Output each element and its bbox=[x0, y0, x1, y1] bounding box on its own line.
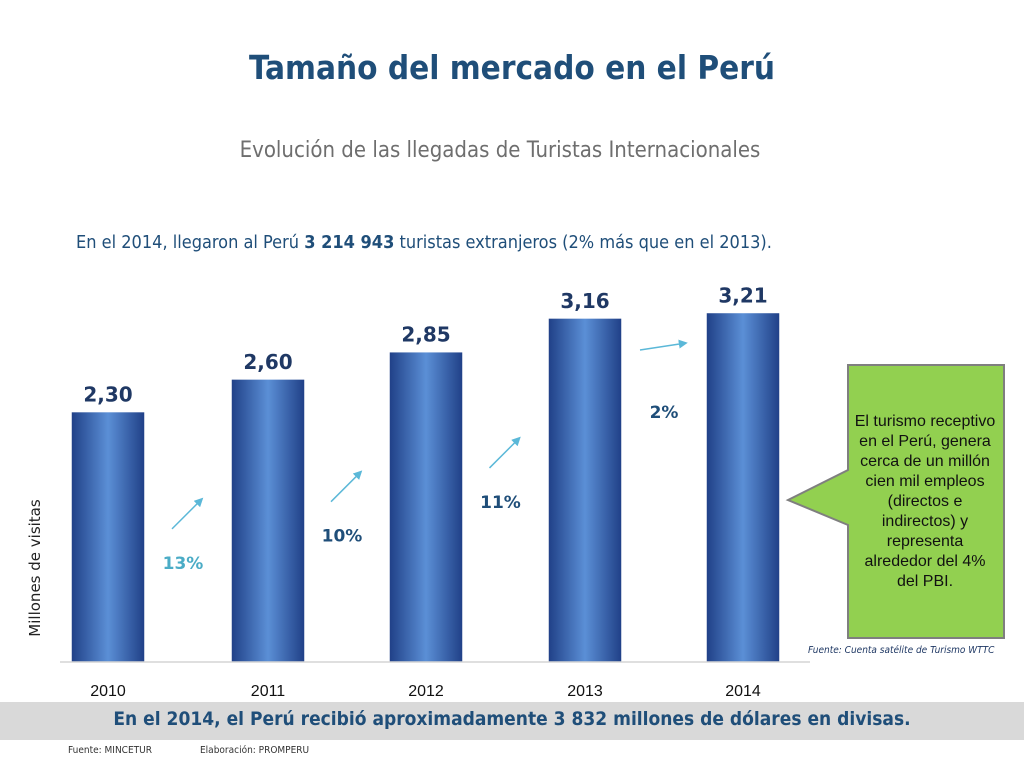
growth-label-1: 13% bbox=[163, 554, 204, 574]
intro-prefix: En el 2014, llegaron al Perú bbox=[76, 232, 305, 253]
callout-box bbox=[785, 364, 1005, 639]
footer-credit: Elaboración: PROMPERU bbox=[200, 745, 310, 756]
callout-text: El turismo receptivo en el Perú, genera … bbox=[854, 413, 996, 590]
intro-sentence: En el 2014, llegaron al Perú 3 214 943 t… bbox=[76, 232, 976, 253]
growth-arrow-2 bbox=[330, 470, 363, 503]
callout-source: Fuente: Cuenta satélite de Turismo WTTC bbox=[808, 645, 995, 656]
growth-arrow-3 bbox=[488, 436, 521, 469]
intro-suffix: turistas extranjeros (2% más que en el 2… bbox=[394, 232, 772, 253]
intro-highlight: 3 214 943 bbox=[304, 232, 395, 253]
footer-source: Fuente: MINCETUR bbox=[68, 745, 152, 756]
page-title: Tamaño del mercado en el Perú bbox=[248, 48, 776, 87]
value-label-2010: 2,30 bbox=[83, 383, 132, 407]
value-label-2013: 3,16 bbox=[560, 289, 609, 313]
page-subtitle: Evolución de las llegadas de Turistas In… bbox=[239, 138, 761, 163]
growth-arrow-4 bbox=[639, 339, 688, 351]
value-label-2012: 2,85 bbox=[401, 323, 450, 347]
x-tick-2011: 2011 bbox=[251, 683, 286, 700]
bar-2011 bbox=[230, 378, 306, 663]
value-label-2014: 3,21 bbox=[718, 283, 767, 307]
summary-band bbox=[0, 702, 1024, 740]
x-tick-2014: 2014 bbox=[725, 683, 761, 700]
y-axis-label: Millones de visitas bbox=[26, 499, 44, 637]
x-tick-2010: 2010 bbox=[90, 683, 126, 700]
bar-2012 bbox=[388, 350, 464, 663]
growth-label-3: 11% bbox=[480, 493, 521, 513]
bar-2010 bbox=[70, 410, 146, 663]
growth-label-2: 10% bbox=[322, 527, 363, 547]
value-label-2011: 2,60 bbox=[243, 350, 292, 374]
bar-2013 bbox=[547, 317, 623, 663]
x-tick-2012: 2012 bbox=[408, 683, 444, 700]
growth-arrow-1 bbox=[171, 497, 204, 530]
bar-2014 bbox=[705, 311, 781, 663]
growth-label-4: 2% bbox=[650, 403, 679, 423]
x-tick-2013: 2013 bbox=[567, 683, 603, 700]
summary-text: En el 2014, el Perú recibió aproximadame… bbox=[113, 708, 911, 730]
